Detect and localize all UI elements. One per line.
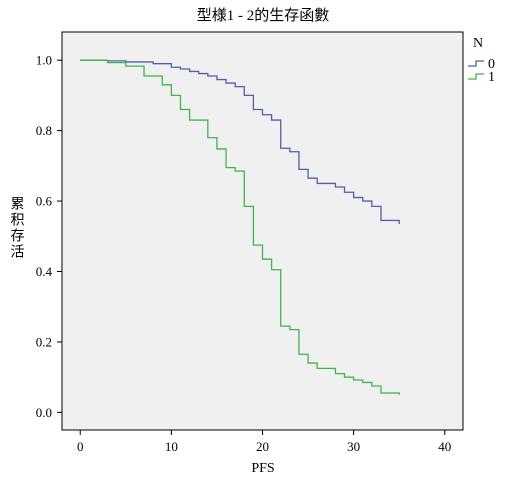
y-axis-ticks: 0.0 0.2 0.4 0.6 0.8 1.0 bbox=[36, 53, 62, 420]
x-tick-label: 0 bbox=[77, 439, 84, 454]
y-tick-label: 0.8 bbox=[36, 123, 52, 138]
y-tick-label: 0.4 bbox=[36, 264, 53, 279]
legend-label-0: 0 bbox=[488, 57, 495, 72]
x-tick-label: 10 bbox=[165, 439, 178, 454]
series-lines bbox=[80, 59, 400, 395]
x-axis-ticks: 0 10 20 30 40 bbox=[77, 430, 451, 454]
x-tick-label: 30 bbox=[347, 439, 360, 454]
x-axis-title: PFS bbox=[251, 461, 274, 476]
legend-swatch-1 bbox=[468, 73, 484, 80]
legend-label-1: 1 bbox=[488, 70, 495, 85]
legend: N 01 bbox=[468, 36, 495, 85]
y-tick-label: 0.6 bbox=[36, 194, 53, 209]
y-tick-label: 0.0 bbox=[36, 405, 52, 420]
chart-title: 型様1 - 2的生存函數 bbox=[197, 7, 330, 24]
x-tick-label: 20 bbox=[256, 439, 269, 454]
plot-background bbox=[61, 31, 464, 431]
series-line-0 bbox=[80, 59, 400, 224]
y-tick-label: 0.2 bbox=[36, 334, 52, 349]
y-axis-title: 累积存活 bbox=[9, 196, 25, 260]
y-tick-label: 1.0 bbox=[36, 53, 52, 68]
legend-swatch-0 bbox=[468, 60, 484, 67]
series-line-1 bbox=[80, 59, 400, 395]
x-tick-label: 40 bbox=[438, 439, 451, 454]
legend-title: N bbox=[473, 36, 483, 51]
